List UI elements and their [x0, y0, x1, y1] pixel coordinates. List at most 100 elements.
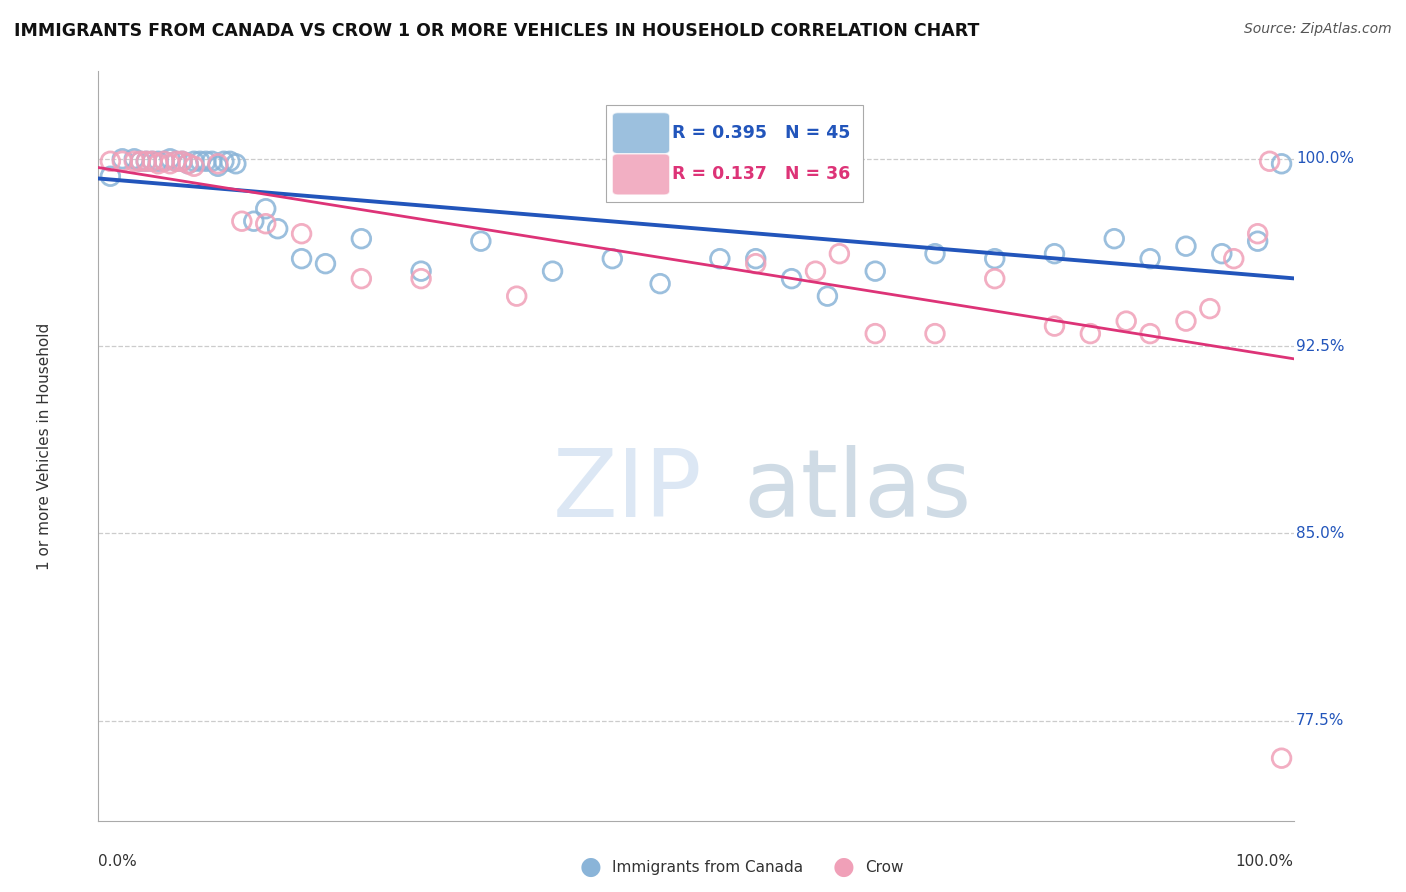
Point	[111, 152, 134, 166]
Text: R = 0.137   N = 36: R = 0.137 N = 36	[672, 165, 851, 183]
Text: R = 0.395   N = 45: R = 0.395 N = 45	[672, 124, 851, 142]
Point	[219, 154, 242, 169]
Point	[984, 252, 1007, 266]
Point	[165, 154, 187, 169]
Point	[470, 234, 492, 248]
Point	[291, 252, 314, 266]
Text: 77.5%: 77.5%	[1296, 714, 1344, 728]
Point	[124, 152, 146, 166]
Point	[924, 326, 946, 341]
Point	[1139, 326, 1161, 341]
Point	[225, 157, 247, 171]
Point	[153, 154, 176, 169]
Text: 85.0%: 85.0%	[1296, 526, 1344, 541]
Point	[98, 154, 122, 169]
Point	[188, 154, 211, 169]
Point	[1175, 239, 1198, 253]
Point	[1247, 227, 1270, 241]
Point	[141, 154, 163, 169]
Point	[1080, 326, 1102, 341]
Point	[254, 217, 277, 231]
Point	[709, 252, 731, 266]
Point	[411, 271, 433, 285]
Point	[183, 159, 205, 173]
Point	[1223, 252, 1246, 266]
Point	[1175, 314, 1198, 328]
Point	[243, 214, 266, 228]
Point	[207, 157, 229, 171]
Point	[411, 264, 433, 278]
Point	[1115, 314, 1137, 328]
Text: ●: ●	[832, 855, 855, 879]
Point	[1043, 246, 1066, 260]
Point	[1199, 301, 1222, 316]
Point	[129, 154, 152, 169]
Text: 92.5%: 92.5%	[1296, 339, 1344, 353]
Point	[1139, 252, 1161, 266]
Point	[195, 154, 218, 169]
Point	[135, 154, 157, 169]
Text: ●: ●	[579, 855, 602, 879]
Point	[165, 154, 187, 169]
Point	[1211, 246, 1233, 260]
Point	[506, 289, 529, 303]
Point	[129, 154, 152, 169]
FancyBboxPatch shape	[613, 153, 669, 195]
Point	[212, 154, 235, 169]
Point	[183, 154, 205, 169]
Point	[865, 326, 887, 341]
Text: Immigrants from Canada: Immigrants from Canada	[612, 860, 803, 874]
Point	[172, 154, 194, 169]
Point	[124, 154, 146, 169]
Point	[745, 257, 768, 271]
Point	[1104, 232, 1126, 246]
Point	[828, 246, 851, 260]
Point	[153, 154, 176, 169]
Point	[865, 264, 887, 278]
Point	[924, 246, 946, 260]
FancyBboxPatch shape	[613, 112, 669, 153]
Point	[541, 264, 564, 278]
Text: ZIP: ZIP	[553, 445, 702, 537]
Point	[135, 154, 157, 169]
Point	[172, 154, 194, 169]
Point	[815, 289, 838, 303]
Point	[1043, 319, 1066, 334]
Point	[648, 277, 672, 291]
Point	[201, 154, 224, 169]
Point	[780, 271, 803, 285]
Text: 100.0%: 100.0%	[1236, 855, 1294, 870]
Point	[231, 214, 253, 228]
Point	[98, 169, 122, 184]
Point	[350, 232, 373, 246]
Point	[177, 157, 200, 171]
Point	[350, 271, 373, 285]
Point	[159, 152, 181, 166]
Point	[1271, 157, 1294, 171]
Point	[315, 257, 337, 271]
Point	[148, 154, 170, 169]
Text: IMMIGRANTS FROM CANADA VS CROW 1 OR MORE VEHICLES IN HOUSEHOLD CORRELATION CHART: IMMIGRANTS FROM CANADA VS CROW 1 OR MORE…	[14, 22, 980, 40]
Text: Crow: Crow	[865, 860, 903, 874]
Point	[254, 202, 277, 216]
Point	[602, 252, 624, 266]
Point	[1247, 234, 1270, 248]
Point	[177, 157, 200, 171]
Point	[984, 271, 1007, 285]
Text: 100.0%: 100.0%	[1296, 152, 1354, 166]
Point	[111, 154, 134, 169]
Point	[267, 221, 290, 235]
Point	[1258, 154, 1281, 169]
Point	[291, 227, 314, 241]
Point	[159, 157, 181, 171]
Point	[745, 252, 768, 266]
Point	[1271, 751, 1294, 765]
FancyBboxPatch shape	[606, 105, 863, 202]
Text: 0.0%: 0.0%	[98, 855, 138, 870]
Point	[141, 154, 163, 169]
Point	[804, 264, 827, 278]
Text: 1 or more Vehicles in Household: 1 or more Vehicles in Household	[37, 322, 52, 570]
Text: atlas: atlas	[744, 445, 972, 537]
Point	[207, 159, 229, 173]
Text: Source: ZipAtlas.com: Source: ZipAtlas.com	[1244, 22, 1392, 37]
